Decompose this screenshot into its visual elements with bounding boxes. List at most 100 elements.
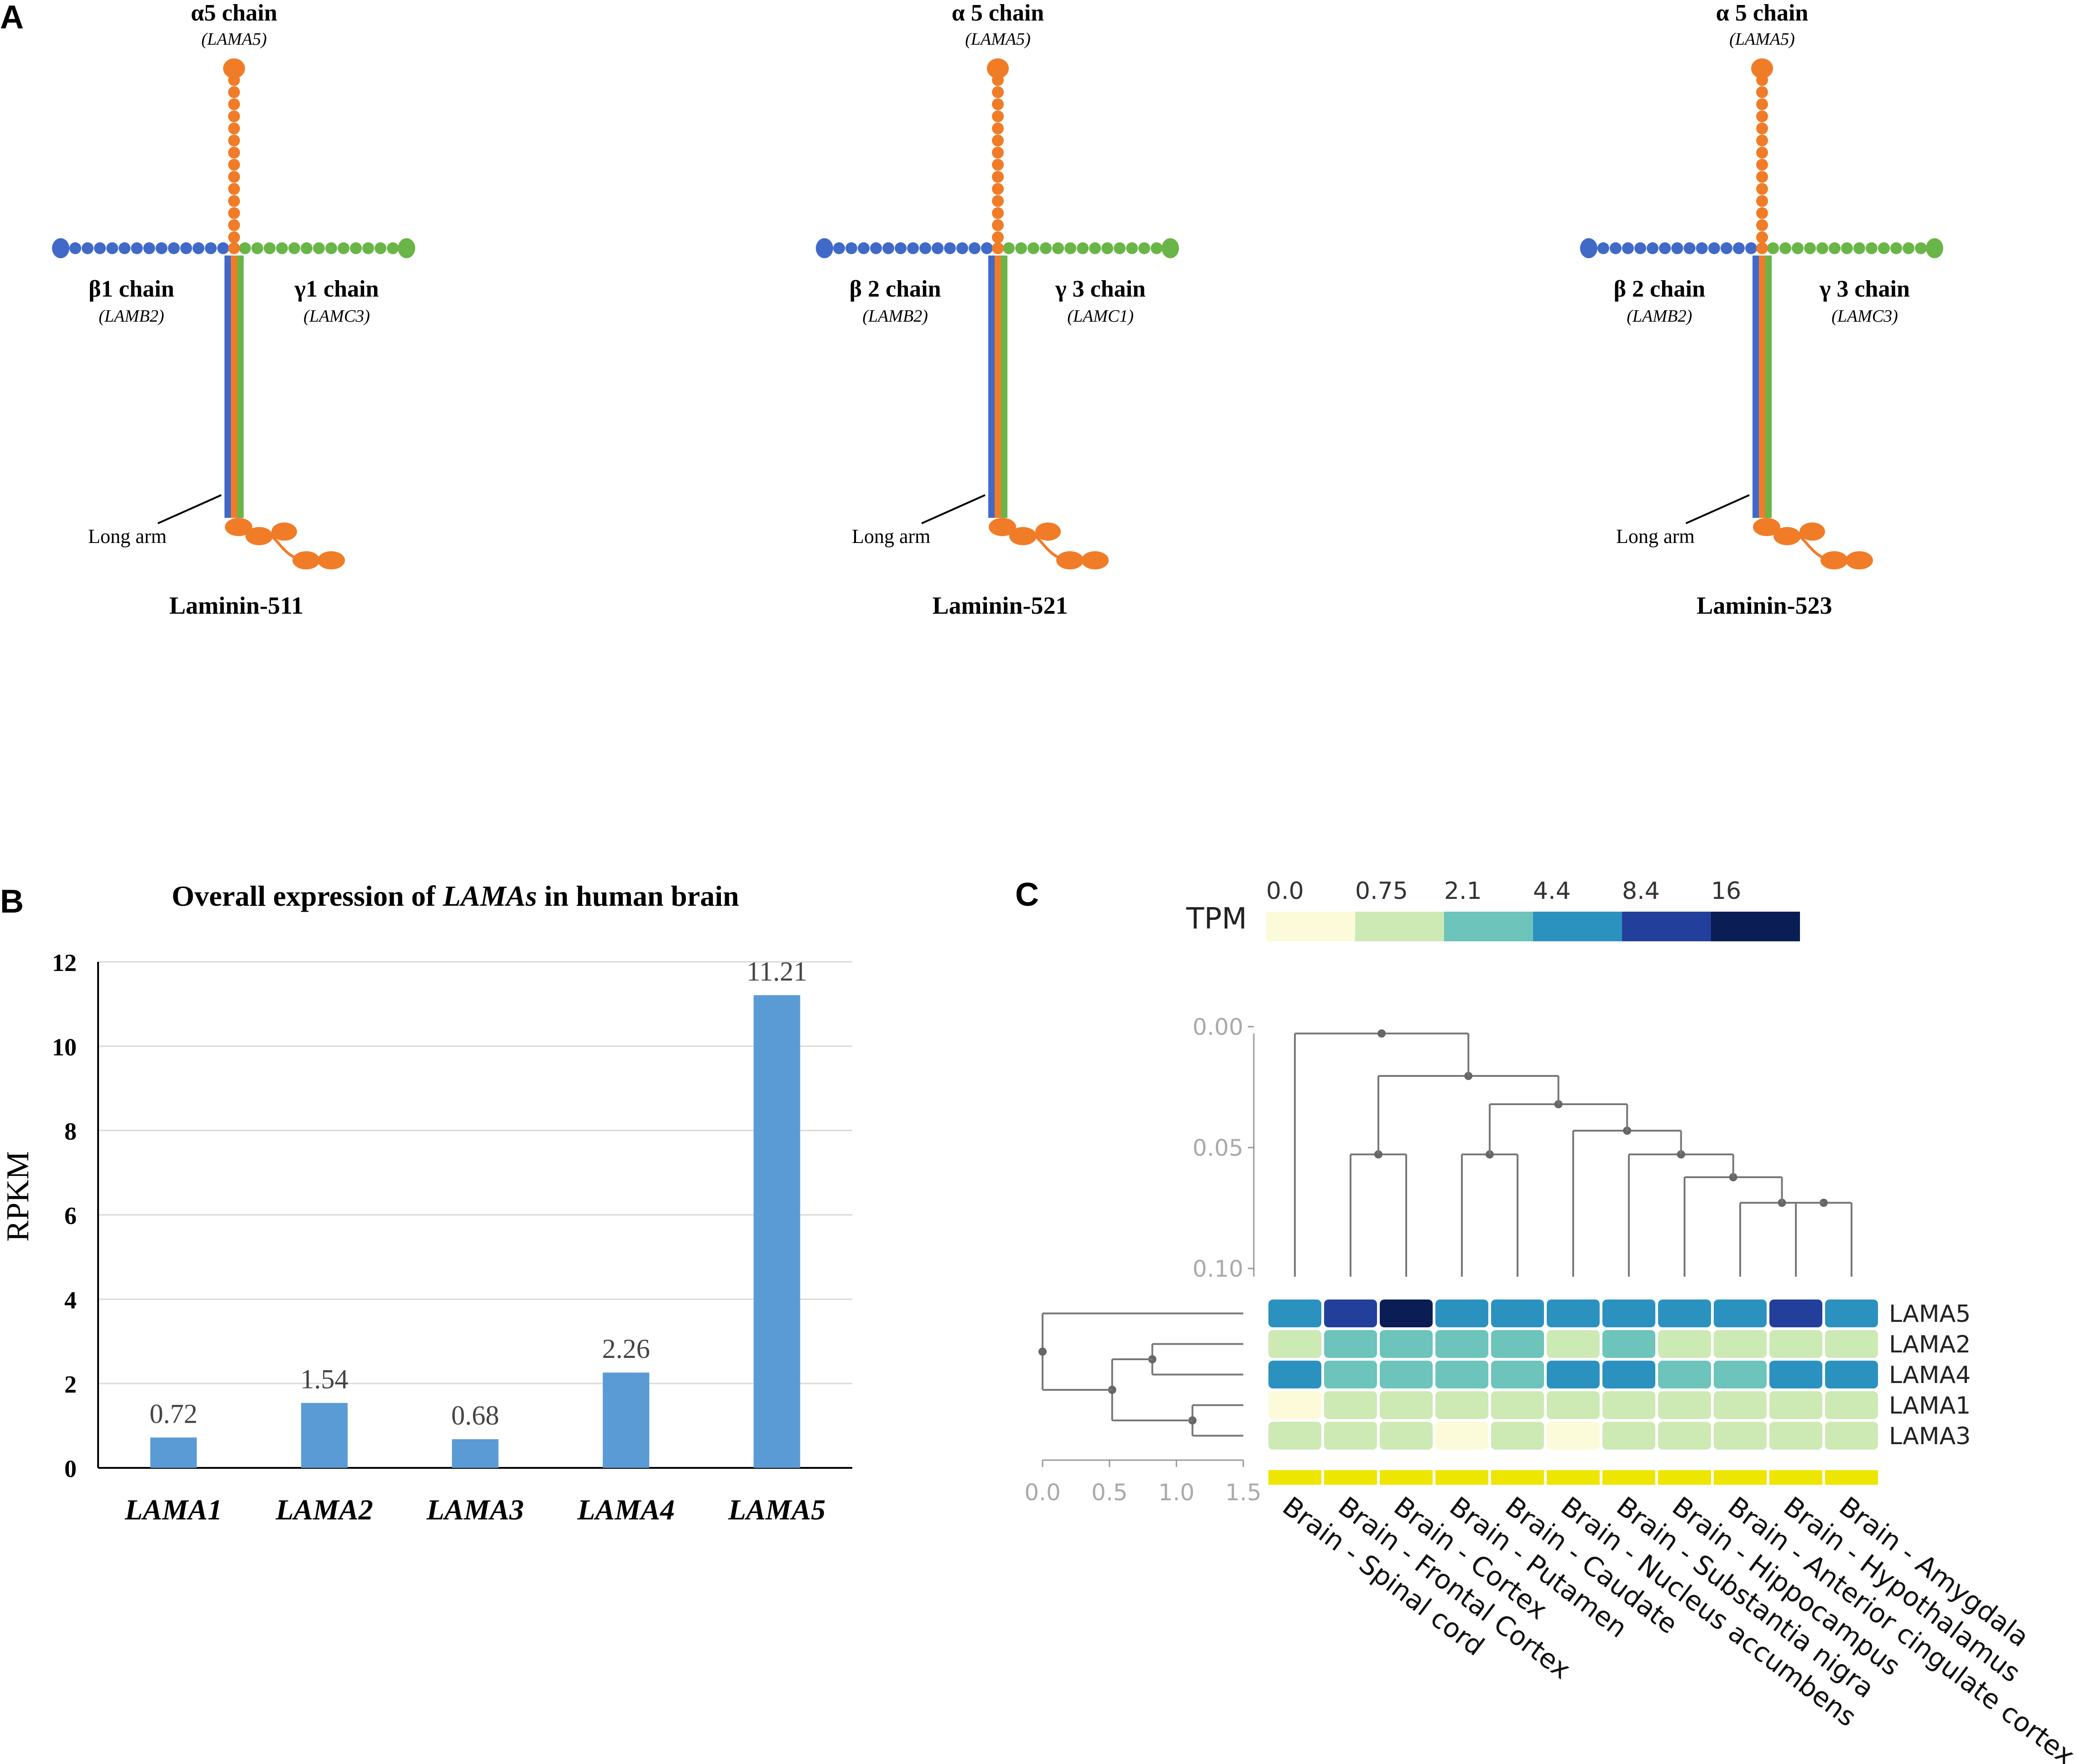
gamma-bead (1779, 242, 1791, 254)
g-domains (989, 518, 1109, 569)
heatmap-cell (1658, 1422, 1711, 1450)
alpha-bead (228, 195, 240, 207)
gamma-bead (387, 242, 399, 254)
x-category-label: LAMA1 (125, 1493, 222, 1526)
alpha-bead (992, 207, 1004, 219)
gamma-bead (1015, 242, 1027, 254)
beta-bead (82, 242, 94, 254)
heatmap-cell (1435, 1300, 1488, 1327)
dendrogram-node (1377, 1029, 1386, 1038)
gamma-chain-gene: (LAMC3) (1831, 307, 1898, 326)
column-dendrogram-tick-label: 0.10 (1193, 1256, 1243, 1282)
alpha-bead (1756, 219, 1768, 231)
gamma-bead (1804, 242, 1816, 254)
heatmap-cell (1491, 1391, 1544, 1419)
long-arm-alpha (231, 256, 237, 518)
legend-tick-label: 8.4 (1622, 877, 1660, 905)
tpm-legend-title: TPM (1186, 902, 1247, 936)
heatmap-cell (1547, 1391, 1600, 1419)
bar-value-label: 0.68 (451, 1400, 499, 1430)
heatmap-cell (1380, 1361, 1433, 1388)
alpha-head (1751, 58, 1773, 78)
beta-chain (816, 238, 993, 258)
alpha-head (987, 58, 1009, 78)
alpha-bead (228, 231, 240, 243)
heatmap-cell (1268, 1300, 1321, 1327)
row-label: LAMA3 (1889, 1423, 1971, 1450)
beta-head (1580, 238, 1597, 258)
heatmap-cell (1602, 1361, 1655, 1388)
beta-bead (1684, 242, 1695, 254)
heatmap-cell (1547, 1361, 1600, 1388)
alpha-bead (1756, 122, 1768, 135)
alpha-chain-title: α5 chain (191, 0, 277, 26)
gamma-chain-title: γ 3 chain (1819, 276, 1910, 302)
beta-bead (895, 242, 907, 254)
bar-value-label: 2.26 (602, 1334, 650, 1364)
long-arm-beta (988, 256, 995, 518)
gamma-bead (239, 242, 251, 254)
heatmap-cell (1435, 1422, 1488, 1450)
heatmap-cell (1491, 1361, 1544, 1388)
heatmap-cell (1435, 1391, 1488, 1419)
alpha-bead (228, 171, 240, 183)
heatmap-cell (1769, 1361, 1822, 1388)
column-dendrogram-tick-label: 0.05 (1193, 1135, 1243, 1161)
gamma-chain-title: γ1 chain (294, 276, 379, 302)
gamma-bead (1853, 242, 1865, 254)
heatmap-cell (1714, 1300, 1767, 1327)
gamma-bead (1003, 242, 1015, 254)
gamma-bead (1064, 242, 1076, 254)
alpha-bead (992, 171, 1004, 183)
gamma-bead (1767, 242, 1779, 254)
beta-bead (1733, 242, 1745, 254)
gamma-chain (1003, 238, 1179, 258)
heatmap-cell (1658, 1300, 1711, 1327)
gamma-bead (325, 242, 337, 254)
alpha-bead (1756, 195, 1768, 207)
legend-swatch (1711, 912, 1800, 941)
g-domain (1056, 551, 1084, 569)
alpha-bead (992, 146, 1004, 159)
row-dendrogram-tick-label: 1.0 (1158, 1479, 1195, 1506)
beta-bead (1671, 242, 1683, 254)
heatmap-cell (1825, 1300, 1878, 1327)
heatmap-cell (1491, 1330, 1544, 1358)
annotation-bar-cell (1714, 1470, 1767, 1485)
heatmap-cell (1547, 1300, 1600, 1327)
g-domains (1753, 518, 1873, 569)
beta-chain (1580, 238, 1757, 258)
heatmap-cell (1602, 1330, 1655, 1358)
heatmap-cell (1658, 1361, 1711, 1388)
legend-tick-label: 16 (1711, 877, 1741, 905)
beta-head (816, 238, 833, 258)
panel-b-letter: B (0, 883, 24, 920)
legend-tick-label: 0.0 (1266, 877, 1304, 905)
beta-bead (1745, 242, 1757, 254)
heatmap-cell (1324, 1330, 1377, 1358)
bar-LAMA5 (753, 995, 800, 1468)
legend-swatch (1355, 912, 1444, 941)
gamma-bead (1890, 242, 1902, 254)
heatmap-cell (1268, 1330, 1321, 1358)
beta-bead (1647, 242, 1659, 254)
gamma-bead (1841, 242, 1853, 254)
heatmap-cell (1658, 1391, 1711, 1419)
x-category-label: LAMA3 (426, 1493, 524, 1526)
g-domain (1753, 518, 1780, 536)
gamma-bead (1138, 242, 1150, 254)
bar-chart-title: Overall expression of LAMAs in human bra… (172, 880, 739, 912)
gamma-chain (239, 238, 415, 258)
row-label: LAMA2 (1889, 1331, 1971, 1358)
bar-chart-y-axis-label: RPKM (0, 1151, 36, 1242)
annotation-bar-cell (1825, 1470, 1878, 1485)
annotation-bar-cell (1268, 1470, 1321, 1485)
alpha-bead (992, 110, 1004, 122)
alpha-bead (992, 159, 1004, 171)
beta-bead (217, 242, 229, 254)
beta-bead (981, 242, 993, 254)
alpha-bead (992, 183, 1004, 195)
alpha-bead (992, 98, 1004, 110)
beta-chain (52, 238, 229, 258)
